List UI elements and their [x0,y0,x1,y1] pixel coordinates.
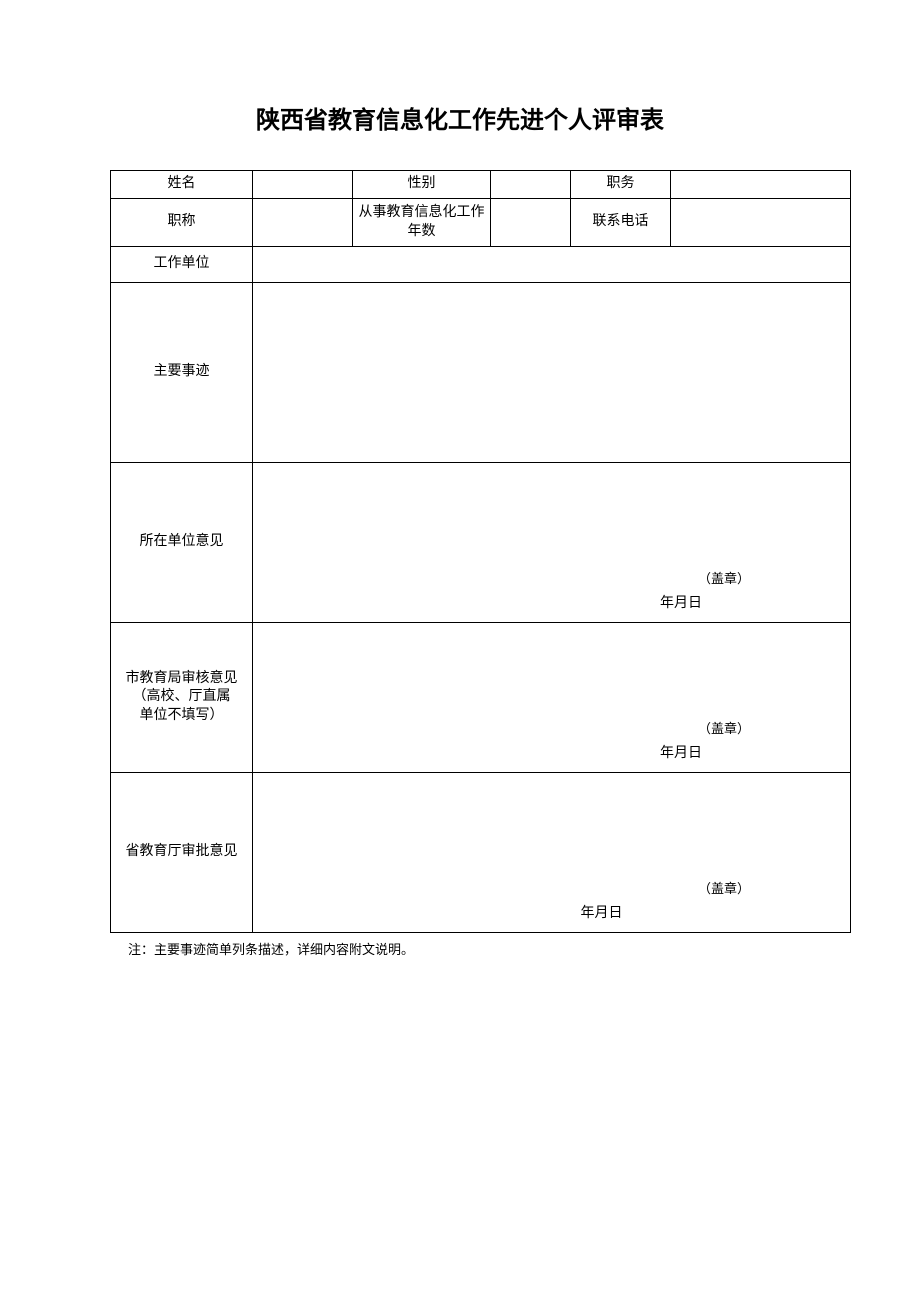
city-opinion-line1: 市教育局审核意见 [113,670,250,688]
value-phone [671,199,851,247]
footnote: 注：主要事迹简单列条描述，详细内容附文说明。 [128,939,810,958]
label-province-opinion: 省教育厅审批意见 [111,773,253,933]
seal-text: （盖章） [253,567,790,590]
label-phone: 联系电话 [571,199,671,247]
date-text: 年月日 [253,591,790,616]
table-row: 职称 从事教育信息化工作年数 联系电话 [111,199,851,247]
value-position [671,171,851,199]
seal-block: （盖章） 年月日 [253,567,850,616]
table-row: 姓名 性别 职务 [111,171,851,199]
value-city-opinion: （盖章） 年月日 [253,623,851,773]
label-work-unit: 工作单位 [111,247,253,283]
label-achievements: 主要事迹 [111,283,253,463]
table-row: 省教育厅审批意见 （盖章） 年月日 [111,773,851,933]
label-position: 职务 [571,171,671,199]
label-unit-opinion: 所在单位意见 [111,463,253,623]
city-opinion-line3: 单位不填写） [113,707,250,725]
label-city-opinion: 市教育局审核意见 （高校、厅直属 单位不填写） [111,623,253,773]
value-achievements [253,283,851,463]
value-work-unit [253,247,851,283]
page-title: 陕西省教育信息化工作先进个人评审表 [110,100,810,135]
table-row: 主要事迹 [111,283,851,463]
value-unit-opinion: （盖章） 年月日 [253,463,851,623]
table-row: 市教育局审核意见 （高校、厅直属 单位不填写） （盖章） 年月日 [111,623,851,773]
value-title-rank [253,199,353,247]
review-form-table: 姓名 性别 职务 职称 从事教育信息化工作年数 联系电话 工作单位 主要事迹 所… [110,170,851,933]
seal-text: （盖章） [253,877,790,900]
table-row: 工作单位 [111,247,851,283]
value-province-opinion: （盖章） 年月日 [253,773,851,933]
table-row: 所在单位意见 （盖章） 年月日 [111,463,851,623]
value-name [253,171,353,199]
value-gender [491,171,571,199]
value-years [491,199,571,247]
page-container: 陕西省教育信息化工作先进个人评审表 姓名 性别 职务 职称 从事教育信息化工作年… [0,0,920,958]
date-text: 年月日 [253,741,790,766]
label-years: 从事教育信息化工作年数 [353,199,491,247]
seal-text: （盖章） [253,717,790,740]
city-opinion-line2: （高校、厅直属 [113,688,250,706]
label-title-rank: 职称 [111,199,253,247]
label-gender: 性别 [353,171,491,199]
date-text: 年月日 [253,901,790,926]
label-name: 姓名 [111,171,253,199]
seal-block: （盖章） 年月日 [253,877,850,926]
seal-block: （盖章） 年月日 [253,717,850,766]
